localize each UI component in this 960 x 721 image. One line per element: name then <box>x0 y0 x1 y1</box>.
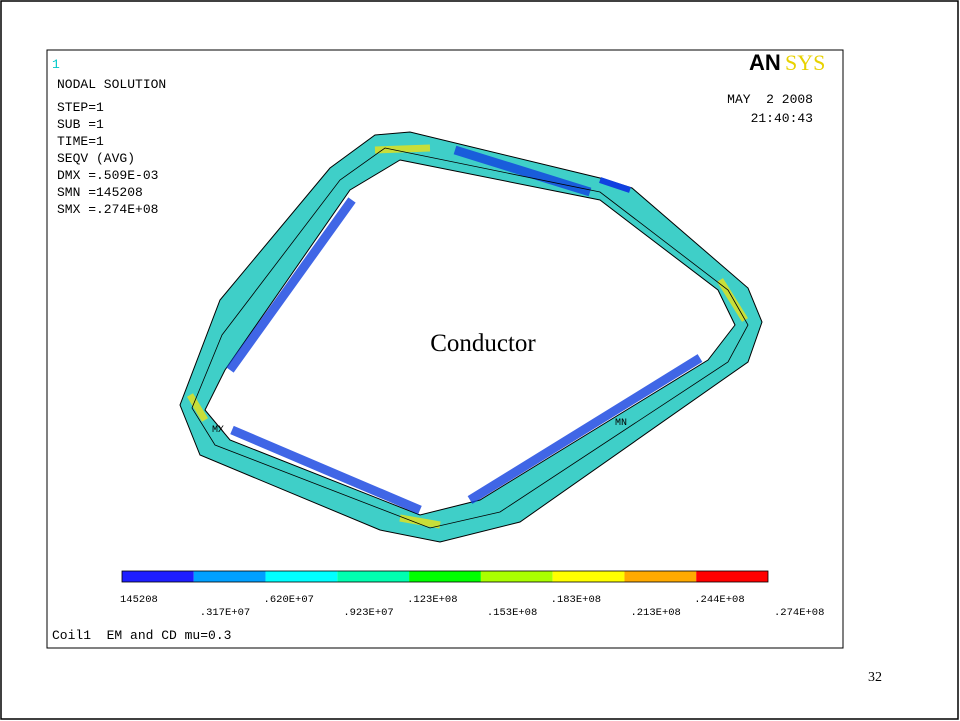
legend-label: 145208 <box>120 594 158 606</box>
info-line: SEQV (AVG) <box>57 151 135 166</box>
info-line: NODAL SOLUTION <box>57 77 166 92</box>
info-line: TIME=1 <box>57 134 104 149</box>
max-marker: MX <box>212 425 224 436</box>
stress-low <box>599 177 631 193</box>
stress-low <box>226 145 703 515</box>
window-number: 1 <box>52 57 60 72</box>
legend-swatch <box>552 571 625 582</box>
legend-label: .620E+07 <box>264 594 314 606</box>
page-number: 32 <box>868 670 882 685</box>
legend-label: .213E+08 <box>630 607 680 619</box>
legend-swatch <box>265 571 338 582</box>
legend-swatch <box>122 571 194 582</box>
footer: Coil1 EM and CD mu=0.3 <box>52 628 231 643</box>
logo-second: SYS <box>785 50 825 75</box>
legend-label: .317E+07 <box>200 607 250 619</box>
logo-first: AN <box>749 50 781 75</box>
info-line: SMN =145208 <box>57 185 143 200</box>
stress-high <box>186 144 748 529</box>
legend-swatch <box>337 571 410 582</box>
info-line: SMX =.274E+08 <box>57 202 158 217</box>
legend-swatch <box>409 571 481 582</box>
info-line: DMX =.509E-03 <box>57 168 158 183</box>
legend-swatch <box>480 571 553 582</box>
info-block: NODAL SOLUTION STEP=1 SUB =1 TIME=1 SEQV (AV… <box>57 77 166 217</box>
legend-label: .153E+08 <box>487 607 537 619</box>
legend-frame <box>121 570 769 583</box>
date: MAY 2 2008 <box>727 92 813 107</box>
legend: 145208 .317E+07 .620E+07 .923E+07 .123E+08 .1… <box>120 570 824 619</box>
legend-swatch <box>624 571 697 582</box>
legend-label: .274E+08 <box>774 607 824 619</box>
legend-swatch <box>193 571 266 582</box>
legend-label: .244E+08 <box>694 594 744 606</box>
legend-label: .183E+08 <box>551 594 601 606</box>
time: 21:40:43 <box>751 111 813 126</box>
coil-edge <box>191 147 749 529</box>
legend-label: .123E+08 <box>407 594 457 606</box>
min-marker: MN <box>615 418 627 429</box>
info-line: SUB =1 <box>57 117 104 132</box>
info-line: STEP=1 <box>57 100 104 115</box>
legend-label: .923E+07 <box>343 607 393 619</box>
legend-swatch <box>696 571 768 582</box>
annotation: Conductor <box>430 330 536 357</box>
